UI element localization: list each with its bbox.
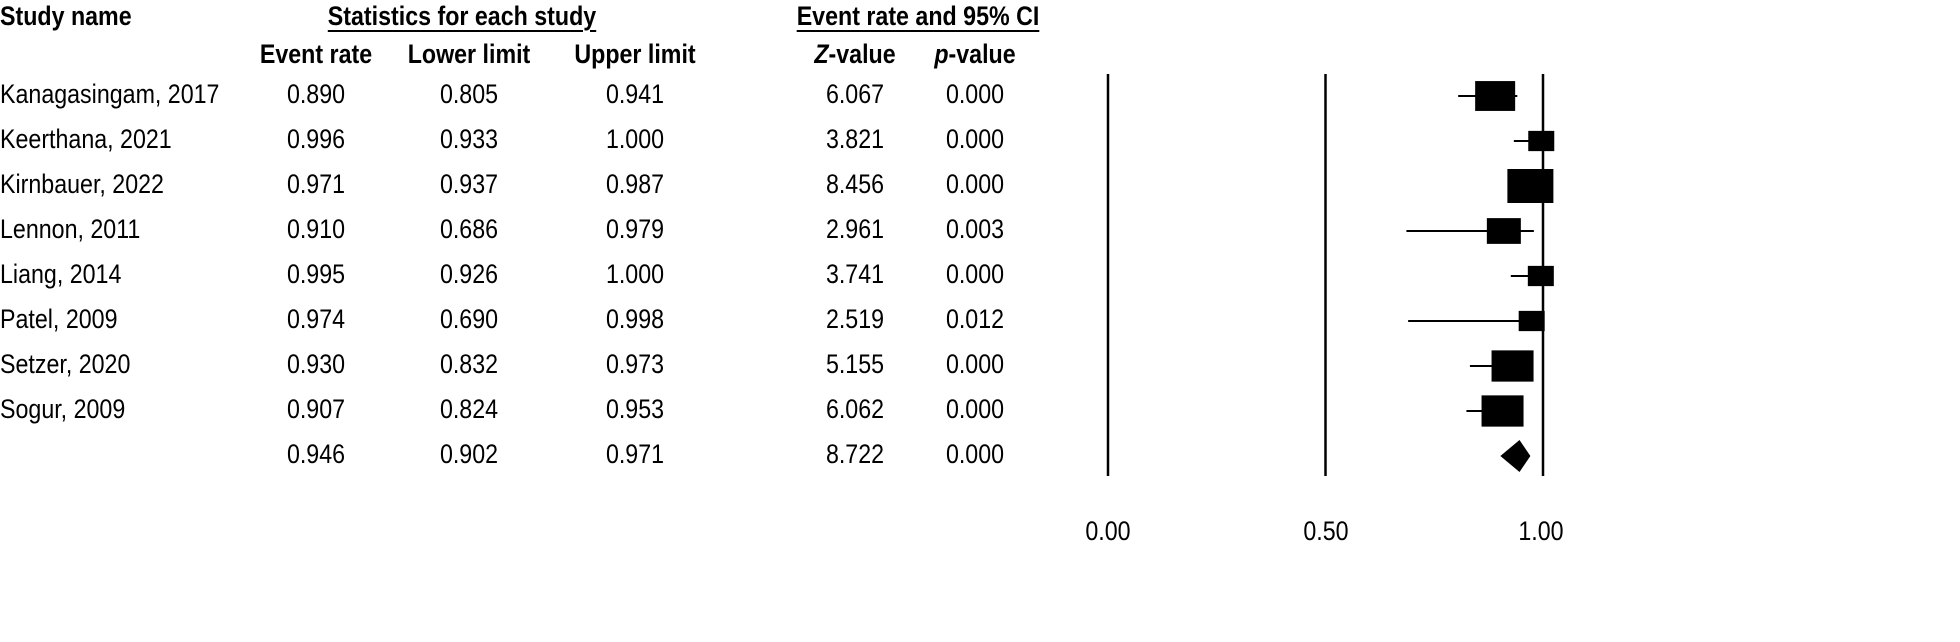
- event-rate-cell: 0.890: [286, 79, 346, 109]
- p-value-cell: 0.000: [945, 394, 1005, 424]
- summary-upper-limit-cell: 0.971: [605, 439, 665, 469]
- x-tick-label: 0.00: [1085, 516, 1131, 546]
- study-name-cell: Keerthana, 2021: [0, 124, 172, 154]
- upper-limit-cell: 0.987: [605, 169, 665, 199]
- p-value-cell: 0.012: [945, 304, 1005, 334]
- header-p-italic: p: [934, 39, 949, 69]
- p-value-cell: 0.000: [945, 259, 1005, 289]
- event-rate-cell: 0.971: [286, 169, 346, 199]
- header-z-italic: Z: [814, 39, 829, 69]
- upper-limit-cell: 0.979: [605, 214, 665, 244]
- event-rate-cell: 0.910: [286, 214, 346, 244]
- point-estimate-box: [1491, 350, 1534, 382]
- summary-z-value-cell: 8.722: [825, 439, 885, 469]
- point-estimate-box: [1518, 310, 1545, 332]
- header-study-name: Study name: [0, 1, 132, 31]
- p-value-cell: 0.000: [945, 169, 1005, 199]
- point-estimate-box: [1481, 395, 1524, 427]
- upper-limit-cell: 0.998: [605, 304, 665, 334]
- study-name-cell: Liang, 2014: [0, 259, 122, 289]
- z-value-cell: 5.155: [825, 349, 885, 379]
- header-p-rest: -value: [948, 39, 1016, 69]
- z-value-cell: 6.062: [825, 394, 885, 424]
- p-value-cell: 0.003: [945, 214, 1005, 244]
- lower-limit-cell: 0.824: [439, 394, 499, 424]
- z-value-cell: 2.961: [825, 214, 885, 244]
- lower-limit-cell: 0.690: [439, 304, 499, 334]
- header-z-rest: -value: [828, 39, 896, 69]
- point-estimate-box: [1507, 169, 1554, 203]
- upper-limit-cell: 0.941: [605, 79, 665, 109]
- lower-limit-cell: 0.832: [439, 349, 499, 379]
- lower-limit-cell: 0.933: [439, 124, 499, 154]
- point-estimate-box: [1486, 218, 1521, 244]
- event-rate-cell: 0.995: [286, 259, 346, 289]
- lower-limit-cell: 0.686: [439, 214, 499, 244]
- z-value-cell: 8.456: [825, 169, 885, 199]
- lower-limit-cell: 0.937: [439, 169, 499, 199]
- p-value-cell: 0.000: [945, 124, 1005, 154]
- event-rate-cell: 0.974: [286, 304, 346, 334]
- header-p-value: p-value: [934, 38, 1015, 70]
- z-value-cell: 3.741: [825, 259, 885, 289]
- z-value-cell: 6.067: [825, 79, 885, 109]
- header-event-rate: Event rate: [259, 39, 373, 69]
- z-value-cell: 2.519: [825, 304, 885, 334]
- point-estimate-box: [1527, 265, 1554, 287]
- p-value-cell: 0.000: [945, 79, 1005, 109]
- x-tick-label: 0.50: [1303, 516, 1349, 546]
- upper-limit-cell: 1.000: [605, 259, 665, 289]
- z-value-cell: 3.821: [825, 124, 885, 154]
- lower-limit-cell: 0.926: [439, 259, 499, 289]
- p-value-cell: 0.000: [945, 349, 1005, 379]
- x-tick-label: 1.00: [1518, 516, 1564, 546]
- study-name-cell: Patel, 2009: [0, 304, 118, 334]
- header-statistics-group: Statistics for each study: [327, 1, 597, 31]
- event-rate-cell: 0.930: [286, 349, 346, 379]
- point-estimate-box: [1475, 81, 1516, 111]
- summary-diamond: [1500, 440, 1531, 472]
- summary-p-value-cell: 0.000: [945, 439, 1005, 469]
- study-name-cell: Sogur, 2009: [0, 394, 126, 424]
- summary-event-rate-cell: 0.946: [286, 439, 346, 469]
- study-name-cell: Lennon, 2011: [0, 214, 141, 244]
- point-estimate-box: [1528, 130, 1555, 152]
- study-name-cell: Kirnbauer, 2022: [0, 169, 164, 199]
- event-rate-cell: 0.907: [286, 394, 346, 424]
- header-z-value: Z-value: [814, 38, 895, 70]
- upper-limit-cell: 0.953: [605, 394, 665, 424]
- summary-lower-limit-cell: 0.902: [439, 439, 499, 469]
- event-rate-cell: 0.996: [286, 124, 346, 154]
- header-upper-limit: Upper limit: [574, 39, 696, 69]
- upper-limit-cell: 0.973: [605, 349, 665, 379]
- study-name-cell: Kanagasingam, 2017: [0, 79, 220, 109]
- study-name-cell: Setzer, 2020: [0, 349, 131, 379]
- upper-limit-cell: 1.000: [605, 124, 665, 154]
- lower-limit-cell: 0.805: [439, 79, 499, 109]
- header-lower-limit: Lower limit: [407, 39, 531, 69]
- header-ci-group: Event rate and 95% CI: [796, 1, 1040, 31]
